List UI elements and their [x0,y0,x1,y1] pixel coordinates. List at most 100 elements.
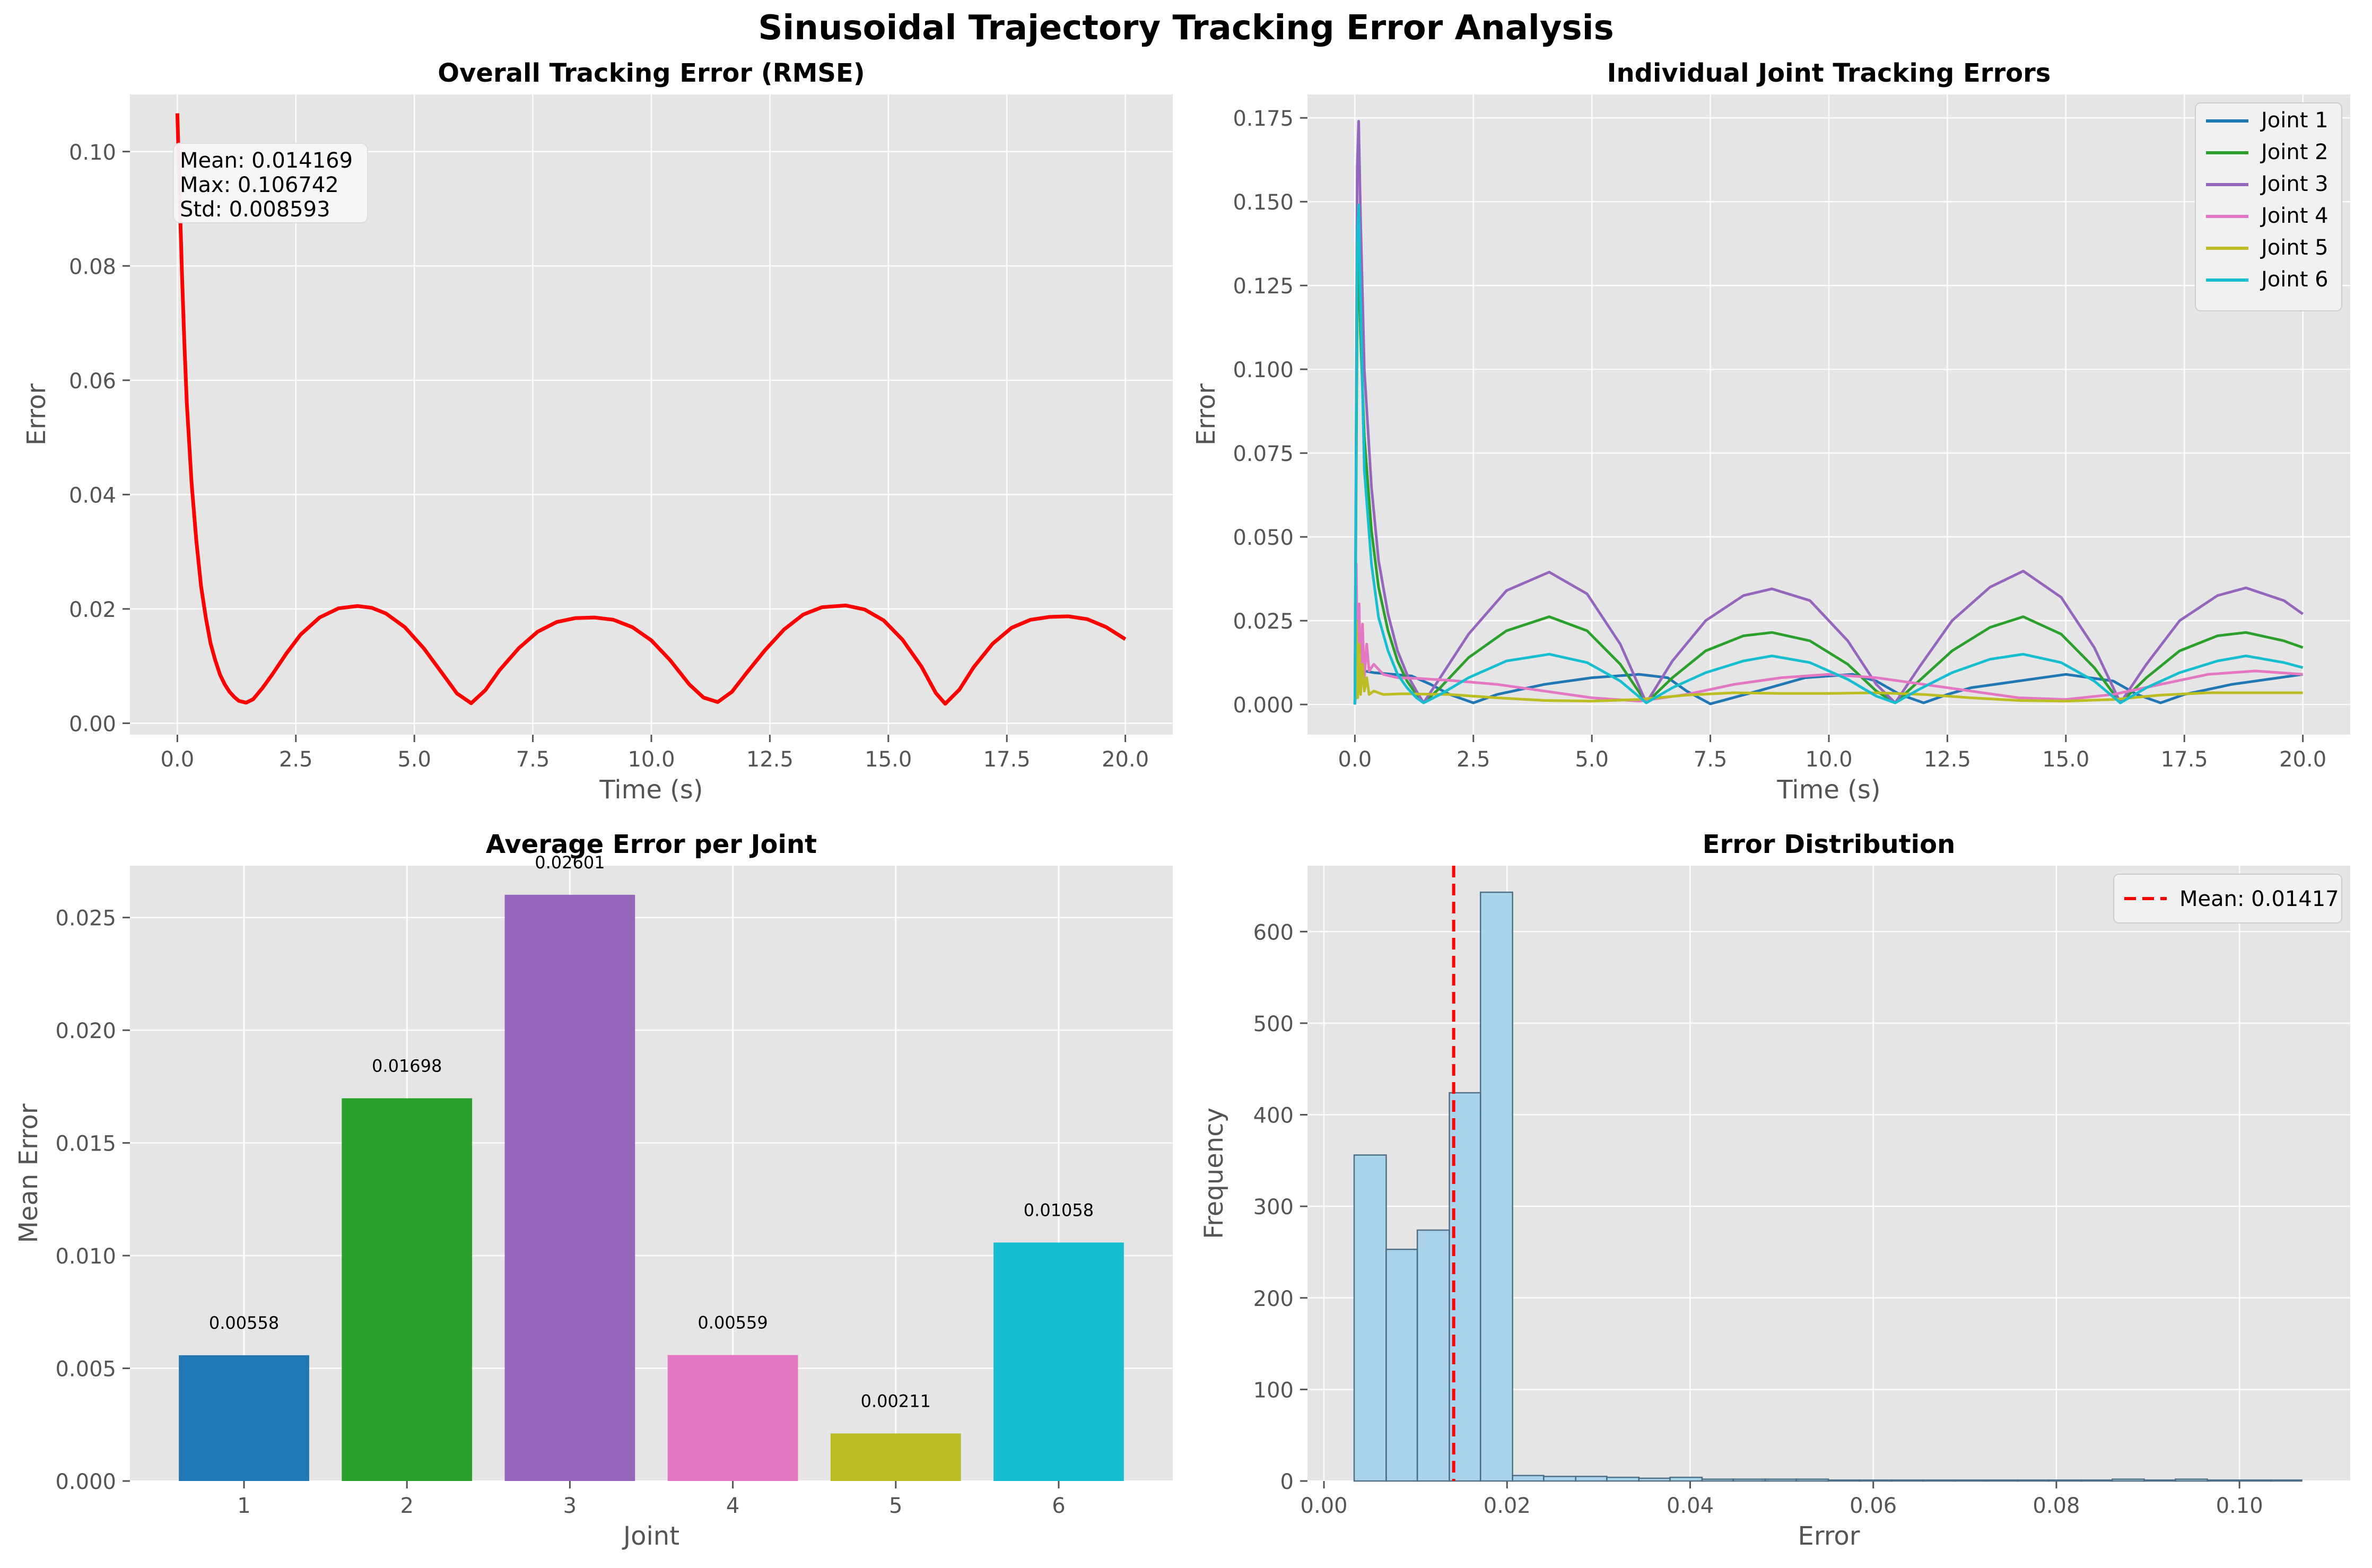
hist-bar [1512,1475,1545,1482]
chart-avg-error: 0.000 0.005 0.010 0.015 0.020 0.025 1 2 3 4 5 6 0.00… [14,830,1173,1551]
hist-bar [2017,1479,2050,1482]
hist-bar [1669,1476,1703,1482]
stats-text: Mean: 0.014169 [180,149,353,173]
hist-bar [1795,1478,1829,1482]
x-tick-label: 12.5 [746,747,793,772]
x-tick-label: 10.0 [627,747,675,772]
y-tick-label: 0.00 [69,712,116,736]
hist-bar [1416,1229,1450,1482]
bar-value-label: 0.02601 [535,852,605,873]
y-tick-label: 0.000 [1233,693,1294,718]
y-tick-label: 400 [1253,1104,1294,1128]
hist-bar [1385,1249,1418,1482]
rmse-line [175,113,1127,706]
y-axis-label: Error [22,384,51,446]
y-tick-label: 0.025 [55,907,116,931]
bar-joint-1 [179,1355,309,1481]
bar-value-label: 0.00559 [697,1312,768,1332]
x-tick-label: 6 [1052,1494,1065,1518]
chart-error-distribution: 0 100 200 300 400 500 600 0.00 0.02 0.04 0.06 0.08 0… [1199,830,2350,1551]
stats-box [173,143,368,223]
x-tick-label: 0.02 [1484,1494,1531,1518]
hist-bar [1985,1479,2019,1482]
x-tick-label: 0.06 [1850,1494,1897,1518]
bar-value-label: 0.01058 [1024,1200,1094,1220]
x-tick-label: 5.0 [397,747,431,772]
x-tick-label: 2 [400,1494,413,1518]
y-tick-label: 300 [1253,1195,1294,1219]
y-tick-label: 0.02 [69,598,116,622]
x-tick-label: 12.5 [1924,747,1971,772]
hist-bar [1479,891,1513,1482]
hist-bar [1638,1477,1671,1482]
x-tick-label: 15.0 [2042,747,2089,772]
x-tick-label: 15.0 [865,747,912,772]
bar-joint-3 [504,894,635,1481]
bar-value-label: 0.01698 [372,1056,442,1076]
y-tick-label: 500 [1253,1012,1294,1036]
y-tick-label: 0.020 [55,1019,116,1043]
x-tick-label: 17.5 [2161,747,2208,772]
x-tick-label: 0.04 [1667,1494,1714,1518]
legend-label: Joint 2 [2260,140,2329,164]
legend-label: Joint 1 [2260,108,2329,133]
x-tick-label: 17.5 [983,747,1031,772]
hist-bar [1859,1479,1893,1482]
bar-joint-5 [830,1433,961,1481]
bar-joint-2 [342,1098,473,1481]
legend-label: Joint 3 [2260,172,2329,196]
chart-title: Overall Tracking Error (RMSE) [438,58,865,88]
y-tick-label: 0.125 [1233,274,1294,299]
x-tick-label: 0.10 [2216,1494,2263,1518]
hist-bar [2048,1479,2082,1482]
chart-title: Error Distribution [1703,830,1956,859]
stats-text: Max: 0.106742 [180,173,339,197]
hist-bar [2175,1478,2208,1482]
x-tick-label: 7.5 [516,747,550,772]
y-tick-label: 0.175 [1233,107,1294,131]
hist-bar [2143,1479,2176,1482]
legend-label: Joint 4 [2260,204,2329,228]
y-tick-label: 600 [1253,920,1294,945]
y-axis-label: Frequency [1199,1108,1229,1239]
bar-value-label: 0.00211 [861,1391,931,1411]
x-tick-label: 2.5 [1457,747,1490,772]
joint-series-line [1353,120,2304,705]
x-tick-label: 3 [563,1494,577,1518]
hist-bar [1606,1476,1640,1482]
y-tick-label: 0.015 [55,1132,116,1156]
hist-bar [2111,1478,2145,1482]
hist-bar [1543,1476,1576,1482]
stats-text: Std: 0.008593 [180,197,330,222]
chart-title: Individual Joint Tracking Errors [1607,58,2051,88]
joint-series-line [1353,562,2303,705]
hist-bar [2207,1479,2239,1482]
y-tick-label: 0.025 [1233,609,1294,634]
x-tick-label: 20.0 [2279,747,2326,772]
hist-bar [2080,1479,2113,1482]
hist-bar [2238,1479,2272,1482]
y-tick-label: 100 [1253,1378,1294,1403]
x-tick-label: 5.0 [1575,747,1609,772]
x-tick-label: 0.0 [1338,747,1372,772]
y-tick-label: 0.100 [1233,358,1294,382]
hist-bar [1827,1479,1861,1482]
joint-series-line [1353,260,2304,705]
x-tick-label: 0.08 [2033,1494,2080,1518]
y-tick-label: 0.150 [1233,190,1294,215]
legend-label: Mean: 0.01417 [2179,887,2339,911]
legend [2195,102,2342,311]
hist-bar [1701,1478,1734,1482]
y-tick-label: 0.005 [55,1357,116,1382]
legend-label: Joint 5 [2260,236,2329,260]
joint-series-line [1353,204,2304,705]
y-tick-label: 0.04 [69,483,116,508]
legend [2113,874,2342,924]
x-tick-label: 2.5 [279,747,313,772]
x-axis-label: Time (s) [599,775,703,805]
hist-bar [1732,1478,1766,1482]
y-axis-label: Mean Error [14,1103,43,1243]
y-tick-label: 0.06 [69,369,116,394]
y-tick-label: 0 [1280,1470,1294,1494]
